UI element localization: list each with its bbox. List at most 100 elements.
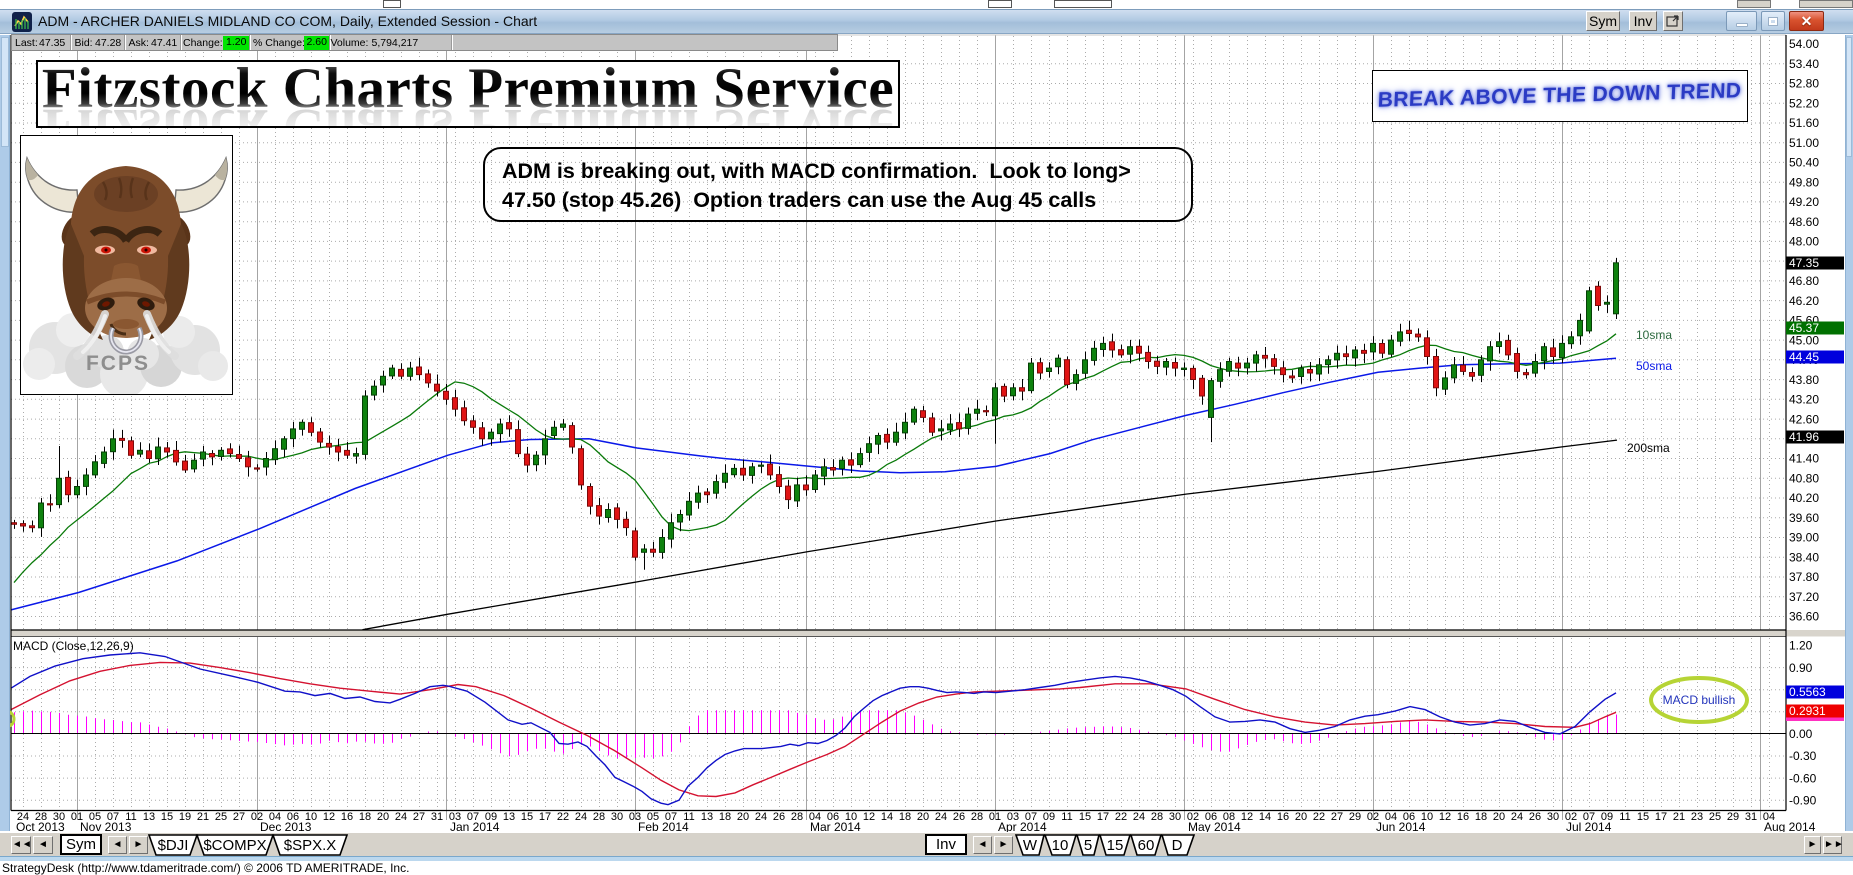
svg-text:26: 26	[1529, 811, 1541, 823]
svg-text:13: 13	[143, 811, 155, 823]
svg-text:Apr 2014: Apr 2014	[998, 820, 1047, 832]
svg-text:04: 04	[1385, 811, 1397, 823]
svg-text:-0.30: -0.30	[1789, 749, 1817, 763]
svg-text:13: 13	[701, 811, 713, 823]
svg-text:48.60: 48.60	[1789, 215, 1819, 229]
svg-text:15: 15	[161, 811, 173, 823]
svg-text:09: 09	[485, 811, 497, 823]
svg-text:52.80: 52.80	[1789, 77, 1819, 91]
svg-text:Aug 2014: Aug 2014	[1764, 820, 1816, 832]
svg-text:200sma: 200sma	[1627, 441, 1670, 455]
svg-text:31: 31	[1745, 811, 1757, 823]
svg-text:Fitzstock Charts Premium Servi: Fitzstock Charts Premium Service	[42, 62, 894, 120]
svg-text:0.2931: 0.2931	[1789, 704, 1826, 718]
svg-text:24: 24	[935, 811, 947, 823]
svg-text:22: 22	[1313, 811, 1325, 823]
svg-text:0.5563: 0.5563	[1789, 685, 1826, 699]
svg-text:60: 60	[1138, 837, 1155, 854]
svg-text:07: 07	[1025, 811, 1037, 823]
svg-text:0.90: 0.90	[1789, 661, 1813, 675]
svg-text:44.45: 44.45	[1789, 350, 1819, 364]
svg-text:28: 28	[791, 811, 803, 823]
svg-text:12: 12	[863, 811, 875, 823]
svg-text:1.20: 1.20	[1789, 639, 1813, 653]
svg-text:Feb 2014: Feb 2014	[638, 820, 689, 832]
svg-text:20: 20	[377, 811, 389, 823]
svg-text:16: 16	[1457, 811, 1469, 823]
svg-text:09: 09	[1043, 811, 1055, 823]
svg-text:37.20: 37.20	[1789, 590, 1819, 604]
svg-text:07: 07	[1583, 811, 1595, 823]
svg-text:05: 05	[647, 811, 659, 823]
svg-text:10: 10	[1052, 837, 1069, 854]
svg-text:D: D	[1172, 837, 1183, 854]
svg-text:27: 27	[1331, 811, 1343, 823]
svg-text:52.20: 52.20	[1789, 96, 1819, 110]
svg-text:02: 02	[251, 811, 263, 823]
svg-text:17: 17	[1655, 811, 1667, 823]
svg-text:29: 29	[1727, 811, 1739, 823]
svg-text:40.80: 40.80	[1789, 472, 1819, 486]
svg-text:45.00: 45.00	[1789, 333, 1819, 347]
svg-text:42.60: 42.60	[1789, 412, 1819, 426]
svg-text:10: 10	[1421, 811, 1433, 823]
svg-text:18: 18	[359, 811, 371, 823]
svg-text:10sma: 10sma	[1636, 328, 1672, 342]
svg-text:15: 15	[521, 811, 533, 823]
svg-text:14: 14	[1259, 811, 1271, 823]
svg-text:09: 09	[1601, 811, 1613, 823]
svg-text:15: 15	[1107, 837, 1124, 854]
svg-text:40.20: 40.20	[1789, 491, 1819, 505]
svg-text:10: 10	[305, 811, 317, 823]
svg-text:20: 20	[737, 811, 749, 823]
svg-text:39.00: 39.00	[1789, 531, 1819, 545]
svg-text:49.20: 49.20	[1789, 195, 1819, 209]
svg-text:5: 5	[1084, 837, 1092, 854]
svg-text:11: 11	[1061, 811, 1072, 823]
svg-text:19: 19	[179, 811, 191, 823]
svg-text:10: 10	[845, 811, 857, 823]
svg-text:06: 06	[1205, 811, 1217, 823]
svg-text:11: 11	[683, 811, 694, 823]
svg-text:46.20: 46.20	[1789, 294, 1819, 308]
svg-text:11: 11	[1619, 811, 1630, 823]
svg-text:Jul 2014: Jul 2014	[1566, 820, 1612, 832]
svg-text:51.60: 51.60	[1789, 116, 1819, 130]
svg-text:47.35: 47.35	[1789, 256, 1819, 270]
svg-text:-0.60: -0.60	[1789, 771, 1817, 785]
svg-text:May 2014: May 2014	[1188, 820, 1241, 832]
svg-text:26: 26	[773, 811, 785, 823]
svg-text:02: 02	[1187, 811, 1199, 823]
svg-text:20: 20	[917, 811, 929, 823]
svg-text:MACD bullish: MACD bullish	[1663, 693, 1736, 707]
svg-text:41.96: 41.96	[1789, 430, 1819, 444]
svg-text:24: 24	[1511, 811, 1523, 823]
svg-text:31: 31	[431, 811, 443, 823]
svg-text:24: 24	[755, 811, 767, 823]
svg-text:26: 26	[953, 811, 965, 823]
svg-text:14: 14	[881, 811, 893, 823]
svg-text:53.40: 53.40	[1789, 57, 1819, 71]
svg-text:15: 15	[1079, 811, 1091, 823]
svg-text:30: 30	[611, 811, 623, 823]
svg-text:06: 06	[1403, 811, 1415, 823]
svg-text:Mar 2014: Mar 2014	[810, 820, 861, 832]
svg-text:48.00: 48.00	[1789, 235, 1819, 249]
svg-text:24: 24	[1133, 811, 1145, 823]
svg-text:MACD (Close,12,26,9): MACD (Close,12,26,9)	[13, 639, 134, 653]
svg-text:12: 12	[323, 811, 335, 823]
svg-text:25: 25	[1709, 811, 1721, 823]
svg-text:$COMPX: $COMPX	[203, 837, 266, 854]
svg-text:43.20: 43.20	[1789, 393, 1819, 407]
svg-text:16: 16	[1277, 811, 1289, 823]
svg-text:04: 04	[809, 811, 821, 823]
svg-text:21: 21	[197, 811, 209, 823]
svg-text:17: 17	[1097, 811, 1109, 823]
svg-text:24: 24	[575, 811, 587, 823]
svg-text:06: 06	[827, 811, 839, 823]
svg-text:Oct 2013: Oct 2013	[16, 820, 65, 832]
svg-text:39.60: 39.60	[1789, 511, 1819, 525]
svg-text:12: 12	[1439, 811, 1451, 823]
svg-text:45.37: 45.37	[1789, 321, 1819, 335]
svg-text:28: 28	[971, 811, 983, 823]
